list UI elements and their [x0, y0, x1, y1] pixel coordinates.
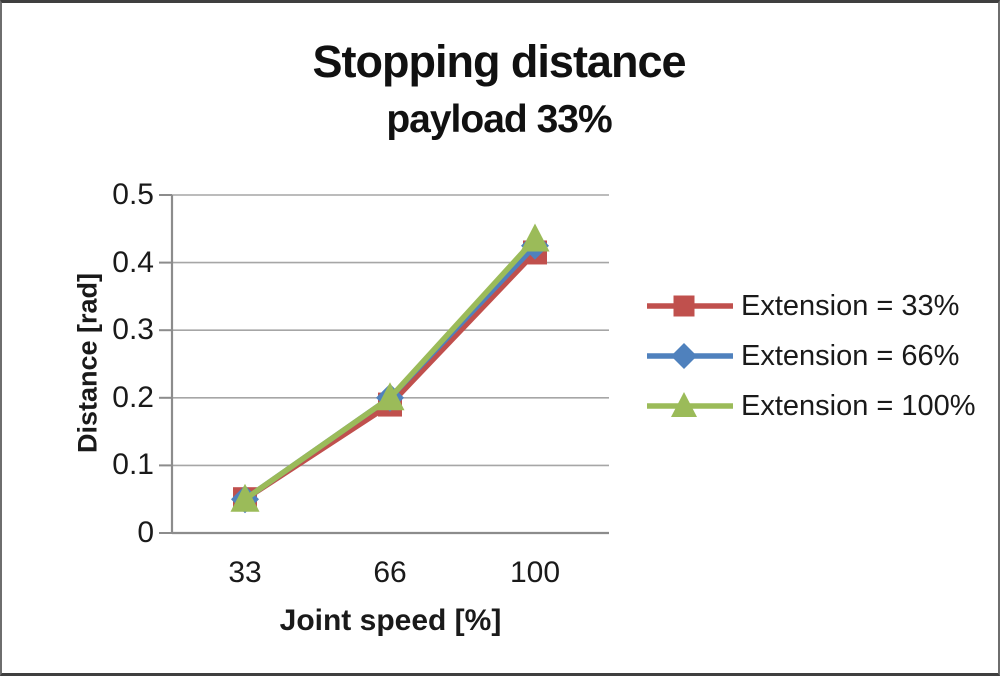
- x-tick-label: 100: [509, 556, 561, 589]
- plot-area: [159, 194, 609, 535]
- y-tick-label: 0.1: [112, 448, 154, 482]
- legend-marker-shape: [671, 392, 697, 417]
- legend-marker-square-icon: [647, 295, 733, 317]
- legend-item: Extension = 100%: [644, 381, 976, 431]
- data-point: [230, 483, 260, 512]
- legend-marker-shape: [673, 295, 695, 317]
- legend-marker-shape: [671, 343, 697, 369]
- series-line-2: [243, 237, 538, 502]
- x-axis-title: Joint speed [%]: [279, 604, 502, 637]
- y-axis-title: Distance [rad]: [72, 272, 103, 454]
- x-tick-label: 33: [228, 556, 262, 589]
- legend-marker-triangle-icon: [647, 392, 733, 417]
- legend-item: Extension = 66%: [644, 331, 976, 381]
- legend-marker-diamond-icon: [647, 343, 733, 369]
- legend-label: Extension = 33%: [741, 289, 960, 322]
- y-tick-label: 0.4: [112, 245, 154, 279]
- legend: Extension = 33% Extension = 66% Extensio…: [644, 281, 976, 431]
- x-tick-label: 66: [373, 556, 407, 589]
- legend-label: Extension = 100%: [741, 389, 976, 422]
- data-point: [375, 382, 405, 411]
- y-tick-label: 0.3: [112, 313, 154, 347]
- chart-subtitle: payload 33%: [386, 98, 612, 141]
- legend-item: Extension = 33%: [644, 281, 976, 331]
- legend-label: Extension = 66%: [741, 339, 960, 372]
- chart-title: Stopping distance: [312, 36, 686, 87]
- y-tick-label: 0: [137, 516, 154, 549]
- data-point: [520, 223, 550, 252]
- y-tick-label: 0.5: [112, 178, 154, 211]
- y-tick-label: 0.2: [112, 380, 154, 414]
